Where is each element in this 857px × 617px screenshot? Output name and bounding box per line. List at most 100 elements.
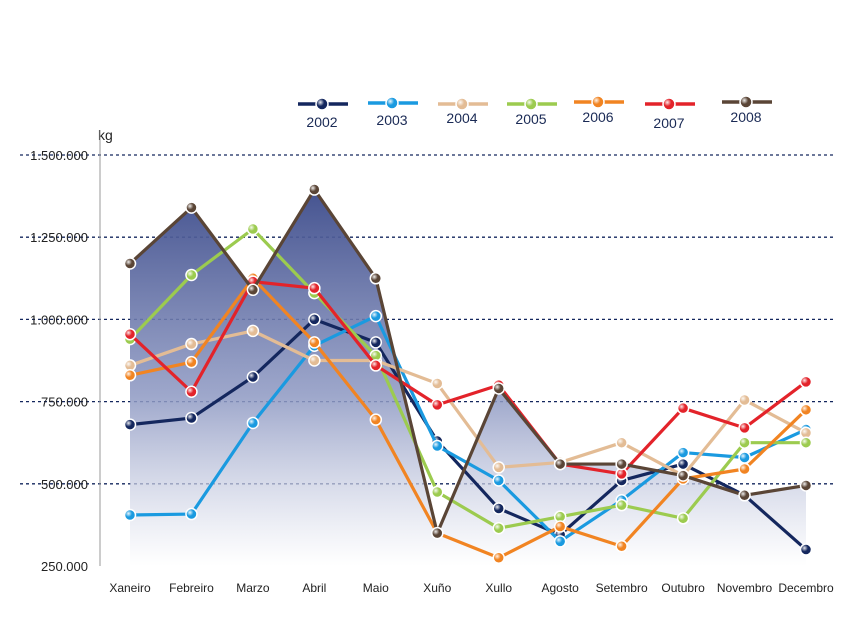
data-point-highlight — [125, 258, 135, 269]
series-line — [129, 317, 808, 551]
data-point-highlight — [186, 270, 197, 281]
data-point-highlight — [493, 462, 504, 473]
x-tick-labels: Xaneiro Febreiro Marzo Abril Maio Xuño Xullo Ag… — [109, 581, 834, 595]
data-point-highlight — [493, 503, 504, 514]
legend-marker-highlight — [663, 98, 675, 110]
data-point-highlight — [678, 459, 689, 470]
y-tick-label: 250.000 — [41, 559, 88, 574]
x-tick-label: Xaneiro — [109, 581, 151, 595]
y-tick-label: 1.250.000 — [30, 230, 88, 245]
data-point-highlight — [493, 475, 504, 486]
data-point-highlight — [309, 283, 320, 294]
legend-item-2008: 2008 — [722, 95, 772, 125]
y-tick-label: 1.500.000 — [30, 148, 88, 163]
legend-label: 2008 — [730, 109, 761, 125]
data-point-highlight — [186, 339, 197, 350]
data-point-highlight — [186, 509, 197, 520]
y-axis-label: kg — [98, 127, 113, 143]
data-point-highlight — [309, 184, 320, 195]
series-line — [128, 187, 807, 535]
data-point-highlight — [739, 452, 750, 463]
area-fill-2008 — [130, 189, 806, 567]
y-tick-label: 1.000.000 — [30, 312, 88, 327]
data-point-highlight — [370, 350, 381, 361]
data-point-highlight — [370, 337, 381, 348]
series-lines — [123, 183, 813, 565]
legend-marker-highlight — [456, 98, 468, 110]
series-line — [129, 329, 807, 478]
data-point-highlight — [555, 459, 566, 470]
data-point-highlight — [370, 273, 381, 284]
x-tick-label: Xullo — [485, 581, 512, 595]
x-tick-label: Xuño — [423, 581, 451, 595]
data-point-highlight — [247, 223, 258, 234]
data-point-highlight — [678, 447, 689, 458]
data-point-highlight — [678, 403, 689, 414]
data-point-highlight — [801, 544, 811, 555]
data-point-highlight — [555, 521, 566, 532]
legend-item-2002: 2002 — [298, 97, 348, 130]
data-point-highlight — [247, 325, 258, 336]
data-point-highlight — [616, 500, 627, 511]
legend-marker-highlight — [740, 96, 752, 108]
data-point-highlight — [186, 386, 197, 397]
x-tick-label: Novembro — [717, 581, 773, 595]
data-point-highlight — [678, 513, 689, 524]
data-point-highlight — [125, 510, 135, 521]
data-point-highlight — [247, 417, 258, 428]
data-point-highlight — [801, 376, 811, 387]
data-point-highlight — [616, 459, 627, 470]
data-point-highlight — [309, 355, 320, 366]
data-point-highlight — [247, 371, 258, 382]
data-point-highlight — [125, 360, 135, 371]
data-point-highlight — [370, 414, 381, 425]
legend-marker-highlight — [592, 96, 604, 108]
data-point-highlight — [493, 552, 504, 563]
area-fill — [130, 189, 806, 567]
legend: 2002 2003 2004 2005 2006 2007 2008 — [298, 95, 772, 131]
data-point-highlight — [493, 523, 504, 534]
x-tick-label: Abril — [302, 581, 326, 595]
legend-marker-highlight — [316, 98, 328, 110]
data-point-highlight — [739, 490, 750, 501]
legend-marker-highlight — [386, 97, 398, 109]
series-2007 — [123, 275, 813, 481]
data-point-highlight — [186, 413, 197, 424]
legend-item-2007: 2007 — [645, 97, 695, 131]
legend-label: 2002 — [306, 114, 337, 130]
data-point-highlight — [616, 468, 627, 479]
legend-item-2003: 2003 — [368, 96, 418, 128]
data-point-highlight — [678, 470, 689, 481]
data-point-highlight — [739, 437, 750, 448]
data-point-highlight — [432, 378, 443, 389]
series-line — [128, 279, 807, 476]
data-point-highlight — [370, 360, 381, 371]
data-point-highlight — [493, 383, 504, 394]
legend-label: 2005 — [515, 111, 546, 127]
data-point-highlight — [739, 464, 750, 475]
legend-label: 2003 — [376, 112, 407, 128]
legend-item-2006: 2006 — [574, 95, 624, 125]
data-point-highlight — [309, 314, 320, 325]
data-point-highlight — [801, 480, 811, 491]
series-2008 — [123, 183, 813, 540]
y-tick-label: 750.000 — [41, 395, 88, 410]
legend-item-2004: 2004 — [438, 97, 488, 126]
data-point-highlight — [432, 528, 443, 539]
data-point-highlight — [432, 399, 443, 410]
data-point-highlight — [801, 437, 811, 448]
data-point-highlight — [616, 541, 627, 552]
data-point-highlight — [616, 437, 627, 448]
legend-marker-highlight — [525, 98, 537, 110]
y-tick-labels: 250.000 500.000 750.000 1.000.000 1.250.000 1… — [30, 148, 88, 574]
legend-label: 2004 — [446, 110, 477, 126]
data-point-highlight — [247, 284, 258, 295]
data-point-highlight — [125, 329, 135, 340]
x-tick-label: Febreiro — [169, 581, 214, 595]
legend-label: 2007 — [653, 115, 684, 131]
data-point-highlight — [370, 311, 381, 322]
series-line — [128, 227, 806, 530]
x-tick-label: Setembro — [596, 581, 648, 595]
data-point-highlight — [555, 511, 566, 522]
